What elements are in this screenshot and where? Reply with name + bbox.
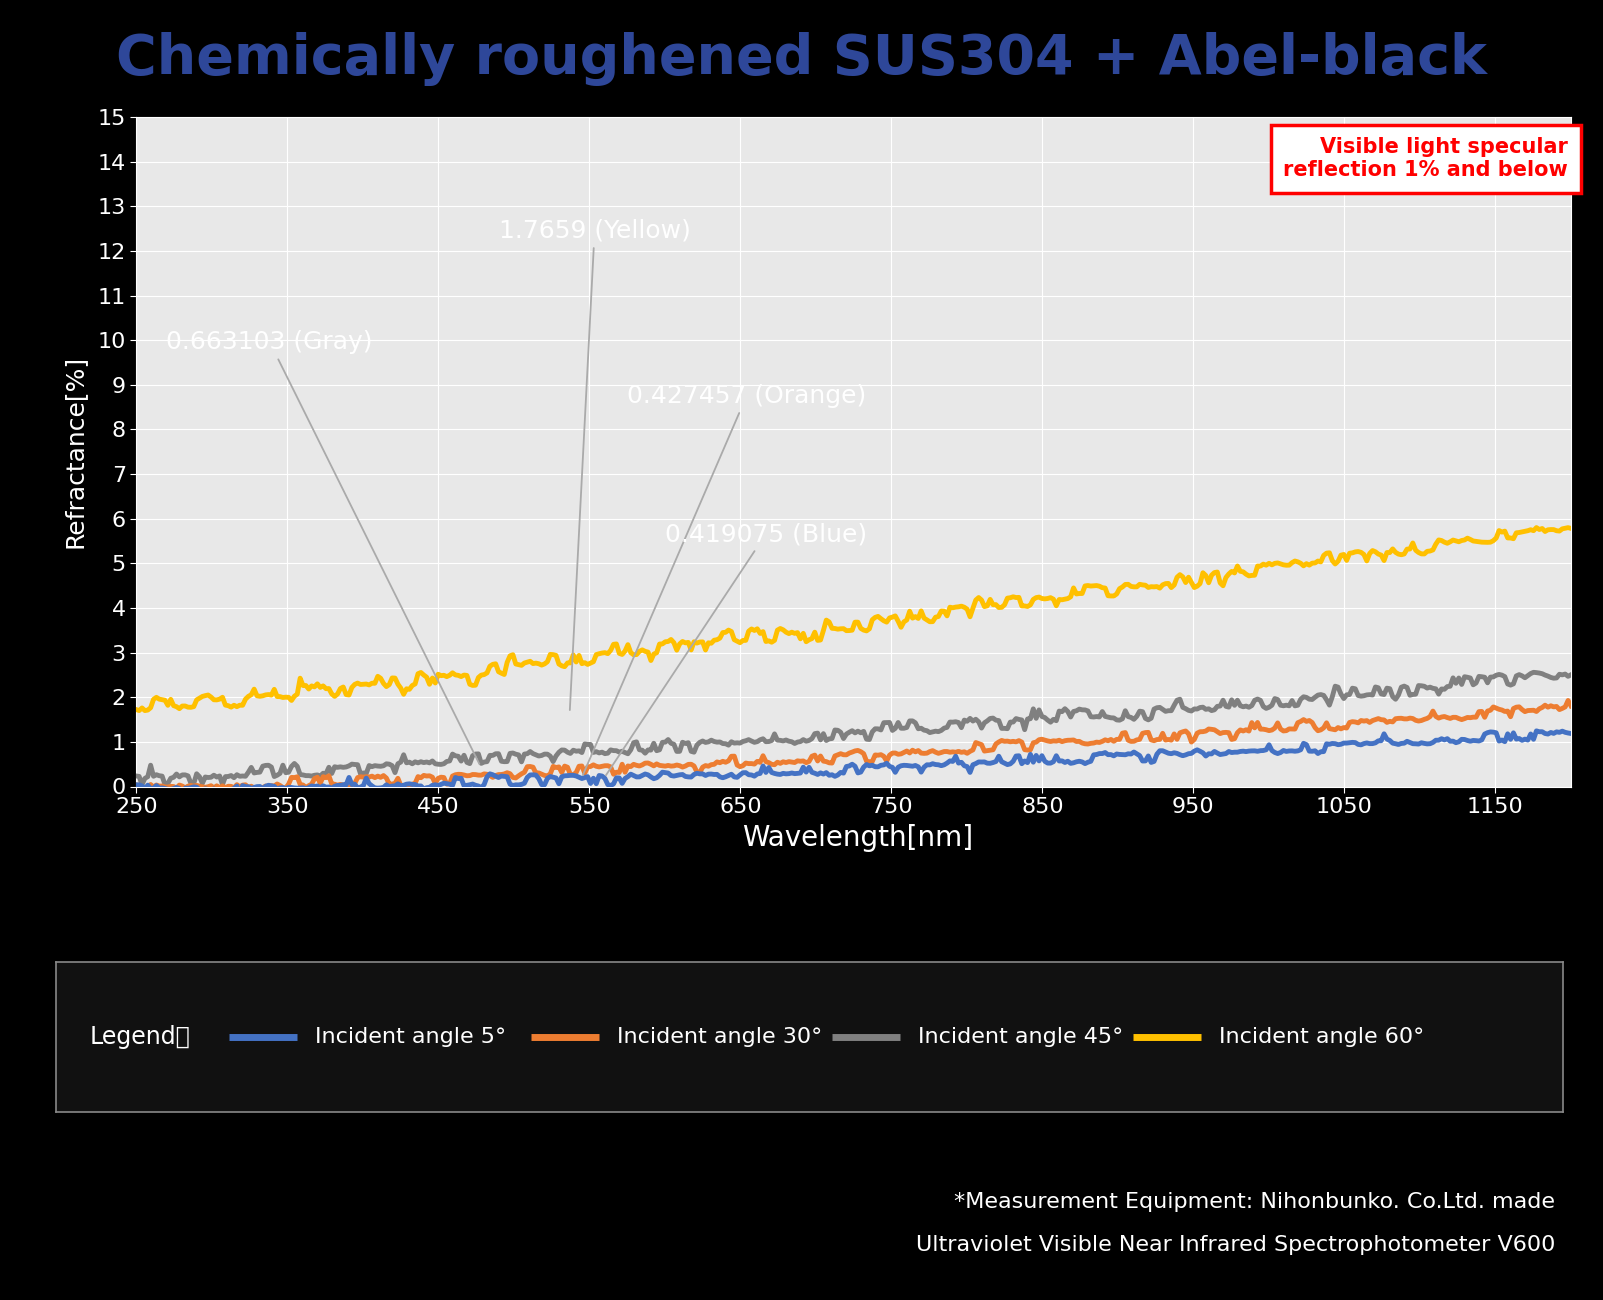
Text: Wavelength[nm]: Wavelength[nm] (742, 824, 973, 853)
Y-axis label: Refractance[%]: Refractance[%] (63, 355, 87, 549)
Text: 1.7659 (Yellow): 1.7659 (Yellow) (499, 218, 691, 710)
Text: 0.663103 (Gray): 0.663103 (Gray) (167, 330, 479, 764)
Text: Visible light specular
reflection 1% and below: Visible light specular reflection 1% and… (1284, 136, 1568, 181)
Text: Incident angle 5°: Incident angle 5° (316, 1027, 507, 1046)
Text: Legend：: Legend： (90, 1024, 191, 1049)
Text: Incident angle 45°: Incident angle 45° (919, 1027, 1124, 1046)
Text: Chemically roughened SUS304 + Abel-black: Chemically roughened SUS304 + Abel-black (115, 31, 1488, 86)
Text: 0.419075 (Blue): 0.419075 (Blue) (606, 523, 867, 775)
Text: Ultraviolet Visible Near Infrared Spectrophotometer V600: Ultraviolet Visible Near Infrared Spectr… (915, 1235, 1555, 1256)
Text: 0.427457 (Orange): 0.427457 (Orange) (583, 384, 866, 775)
Text: Incident angle 60°: Incident angle 60° (1220, 1027, 1425, 1046)
Text: *Measurement Equipment: Nihonbunko. Co.Ltd. made: *Measurement Equipment: Nihonbunko. Co.L… (954, 1192, 1555, 1213)
Text: Incident angle 30°: Incident angle 30° (617, 1027, 822, 1046)
